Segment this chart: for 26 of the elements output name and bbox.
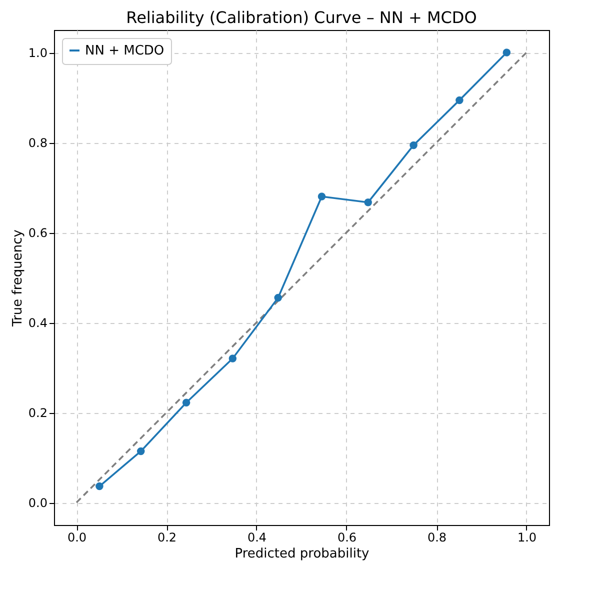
legend-label: NN + MCDO bbox=[85, 44, 164, 58]
point bbox=[364, 198, 372, 206]
y-tick-label: 0.2 bbox=[28, 406, 48, 420]
y-tick-label: 0.0 bbox=[28, 496, 48, 510]
x-tick-label: 0.0 bbox=[67, 530, 87, 544]
point bbox=[136, 447, 145, 456]
x-tick-label: 0.6 bbox=[337, 530, 357, 544]
point bbox=[228, 354, 237, 362]
x-tick-label: 1.0 bbox=[517, 530, 537, 544]
point bbox=[456, 96, 464, 104]
x-axis-title: Predicted probability bbox=[234, 546, 370, 562]
y-tick-label: 0.6 bbox=[28, 226, 48, 240]
y-tick-label: 0.8 bbox=[28, 136, 48, 150]
x-tick-label: 0.2 bbox=[157, 530, 177, 544]
point bbox=[502, 48, 511, 56]
y-tick-label: 1.0 bbox=[28, 46, 48, 60]
y-tick-label: 0.4 bbox=[28, 316, 48, 330]
point bbox=[318, 192, 326, 200]
x-tick-label: 0.4 bbox=[247, 530, 267, 544]
point bbox=[182, 398, 190, 406]
chart-title: Reliability (Calibration) Curve – NN + MCDO bbox=[126, 8, 477, 27]
point bbox=[274, 294, 282, 302]
y-axis-title: True frequency bbox=[10, 229, 26, 328]
point bbox=[410, 141, 418, 150]
point bbox=[96, 482, 104, 490]
x-tick-label: 0.8 bbox=[427, 530, 447, 544]
